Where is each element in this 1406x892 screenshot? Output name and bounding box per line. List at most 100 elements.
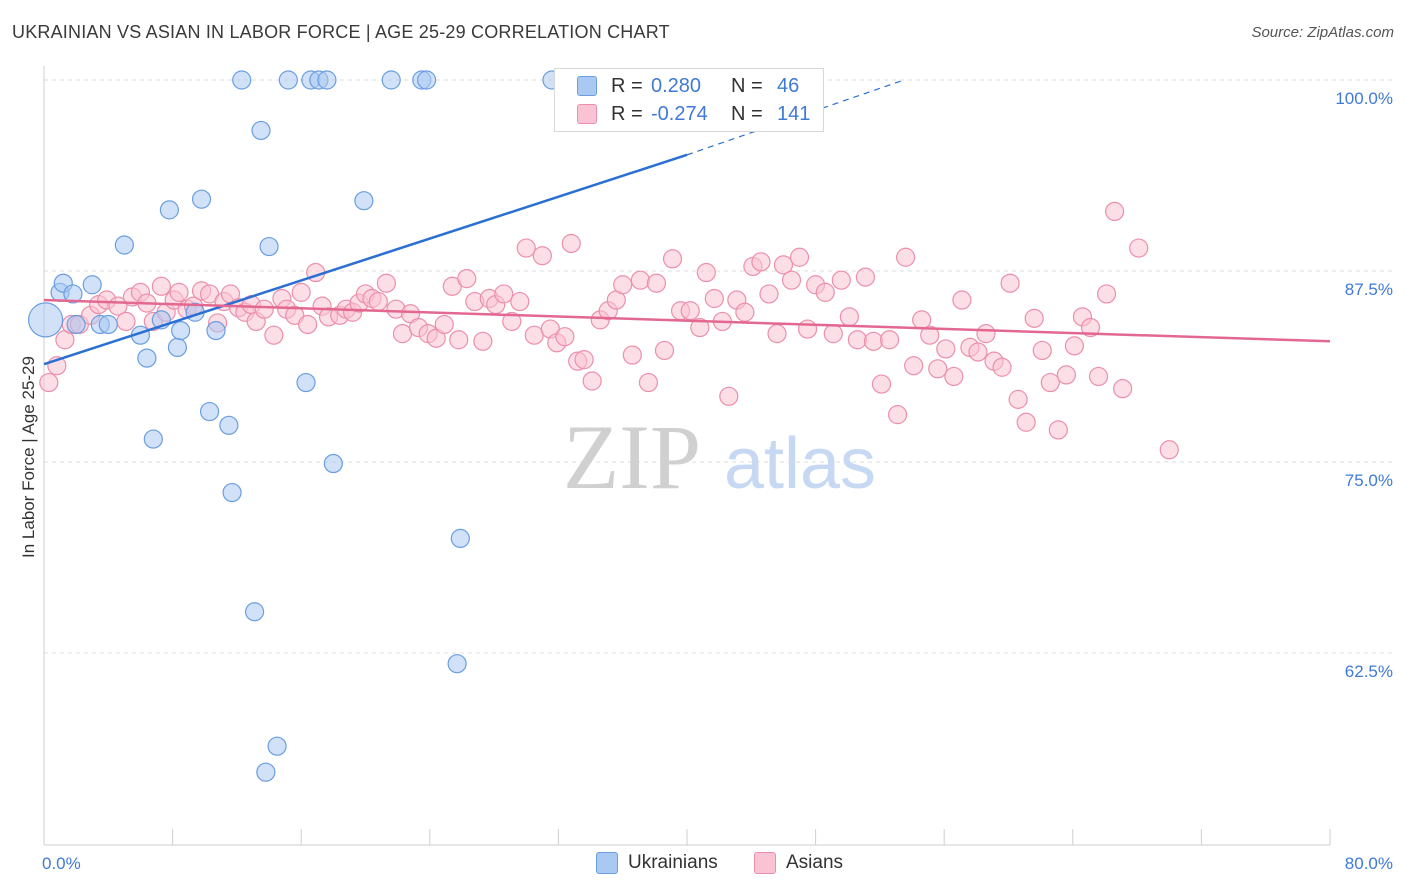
asians-point — [39, 372, 59, 393]
chart-source: Source: ZipAtlas.com — [1251, 24, 1394, 41]
asians-point — [789, 247, 810, 267]
y-tick-label: 87.5% — [1345, 280, 1393, 299]
ukrainians-point — [244, 602, 265, 622]
asians-point — [968, 342, 988, 362]
asians-point — [1096, 284, 1117, 304]
asians-point — [1016, 412, 1036, 432]
ukrainians-point — [323, 453, 343, 474]
asians-trend-line — [43, 298, 1331, 343]
asians-point — [516, 238, 536, 258]
asians-point — [662, 249, 683, 269]
asians-point — [151, 276, 171, 296]
y-axis-label: In Labor Force | Age 25-29 — [19, 356, 38, 558]
asians-point — [690, 317, 710, 338]
asians-point — [735, 302, 755, 322]
asians-point — [781, 270, 802, 290]
bottom-legend-asians: Asians — [754, 852, 843, 874]
asians-point — [1032, 340, 1052, 361]
asians-point — [510, 291, 530, 312]
asians-points — [39, 201, 1179, 460]
y-tick-label: 100.0% — [1335, 89, 1393, 108]
ukrainians-point — [447, 654, 467, 674]
asians-point — [759, 284, 779, 304]
asians-point — [457, 269, 477, 289]
asians-point — [494, 284, 514, 304]
asians-point — [936, 339, 956, 359]
ukrainians-point — [137, 348, 157, 368]
asians-point — [169, 282, 189, 302]
bottom-legend-swatch-asians — [754, 852, 776, 874]
asians-point — [767, 324, 787, 344]
asians-point — [952, 290, 972, 310]
asians-point — [1000, 273, 1020, 293]
ukrainians-point — [259, 236, 279, 257]
asians-point — [254, 299, 274, 319]
asians-point — [376, 273, 396, 293]
asians-point — [449, 330, 469, 350]
ukrainians-point — [381, 70, 401, 90]
ukrainians-point — [199, 401, 220, 422]
legend-r-label: R = — [611, 102, 643, 125]
asians-point — [555, 327, 575, 347]
asians-point — [646, 273, 667, 293]
asians-point — [1159, 440, 1179, 460]
asians-point — [944, 366, 964, 387]
legend-swatch-asians — [577, 104, 597, 124]
legend-row-ukrainians: R = 0.280 N = 46 — [577, 72, 799, 100]
asians-point — [392, 324, 413, 344]
grid-lines — [44, 79, 1392, 654]
ukrainians-point — [159, 200, 179, 220]
asians-point — [502, 311, 522, 332]
asians-point — [1048, 420, 1068, 440]
asians-point — [1104, 201, 1125, 222]
asians-point — [920, 325, 940, 345]
stats-legend: R = 0.280 N = 46 R = -0.274 N = 141 — [554, 68, 824, 132]
ukrainians-point — [82, 275, 102, 295]
asians-point — [524, 325, 544, 345]
asians-point — [847, 330, 867, 350]
asians-point — [298, 314, 318, 335]
y-tick-label: 62.5% — [1345, 662, 1393, 681]
asians-point — [473, 331, 493, 351]
bottom-legend-ukrainians: Ukrainians — [596, 852, 718, 874]
asians-point — [264, 325, 284, 345]
asians-point — [839, 307, 859, 327]
ukrainians-point — [450, 528, 470, 549]
asians-point — [719, 386, 739, 406]
asians-point — [831, 270, 851, 290]
bottom-legend-swatch-ukrainians — [596, 852, 618, 874]
x-tick-label-min: 0.0% — [42, 854, 81, 873]
legend-row-asians: R = -0.274 N = 141 — [577, 100, 810, 128]
bottom-legend-label-ukrainians: Ukrainians — [628, 852, 718, 873]
y-tick-labels: 100.0% 87.5% 75.0% 62.5% — [1335, 89, 1393, 681]
asians-point — [654, 340, 675, 361]
watermark-zip: ZIP — [563, 406, 701, 508]
ukrainians-point — [219, 415, 239, 435]
ukrainians-point — [206, 320, 226, 341]
ukrainians-point — [66, 314, 86, 335]
asians-point — [815, 282, 835, 302]
asians-point — [1088, 366, 1109, 387]
asians-point — [887, 405, 908, 425]
asians-point — [696, 262, 716, 283]
bottom-legend-label-asians: Asians — [786, 852, 844, 873]
asians-point — [773, 255, 794, 275]
asians-point — [704, 288, 724, 309]
asians-point — [116, 311, 136, 332]
legend-r-value: 0.280 — [651, 74, 702, 97]
ukrainians-point — [354, 191, 374, 211]
asians-point — [928, 359, 948, 379]
asians-point — [823, 324, 843, 344]
ukrainians-points — [28, 70, 633, 782]
ukrainians-point — [28, 302, 64, 338]
ukrainians-trend-line — [43, 153, 688, 366]
asians-point — [992, 357, 1012, 377]
ukrainians-point — [317, 70, 337, 90]
legend-r-label: R = — [611, 74, 643, 97]
ukrainians-point — [251, 120, 271, 141]
ukrainians-point — [256, 762, 276, 782]
asians-point — [638, 372, 659, 393]
legend-n-value: 46 — [777, 74, 800, 97]
asians-point — [863, 331, 884, 351]
legend-n-label: N = — [731, 74, 763, 97]
